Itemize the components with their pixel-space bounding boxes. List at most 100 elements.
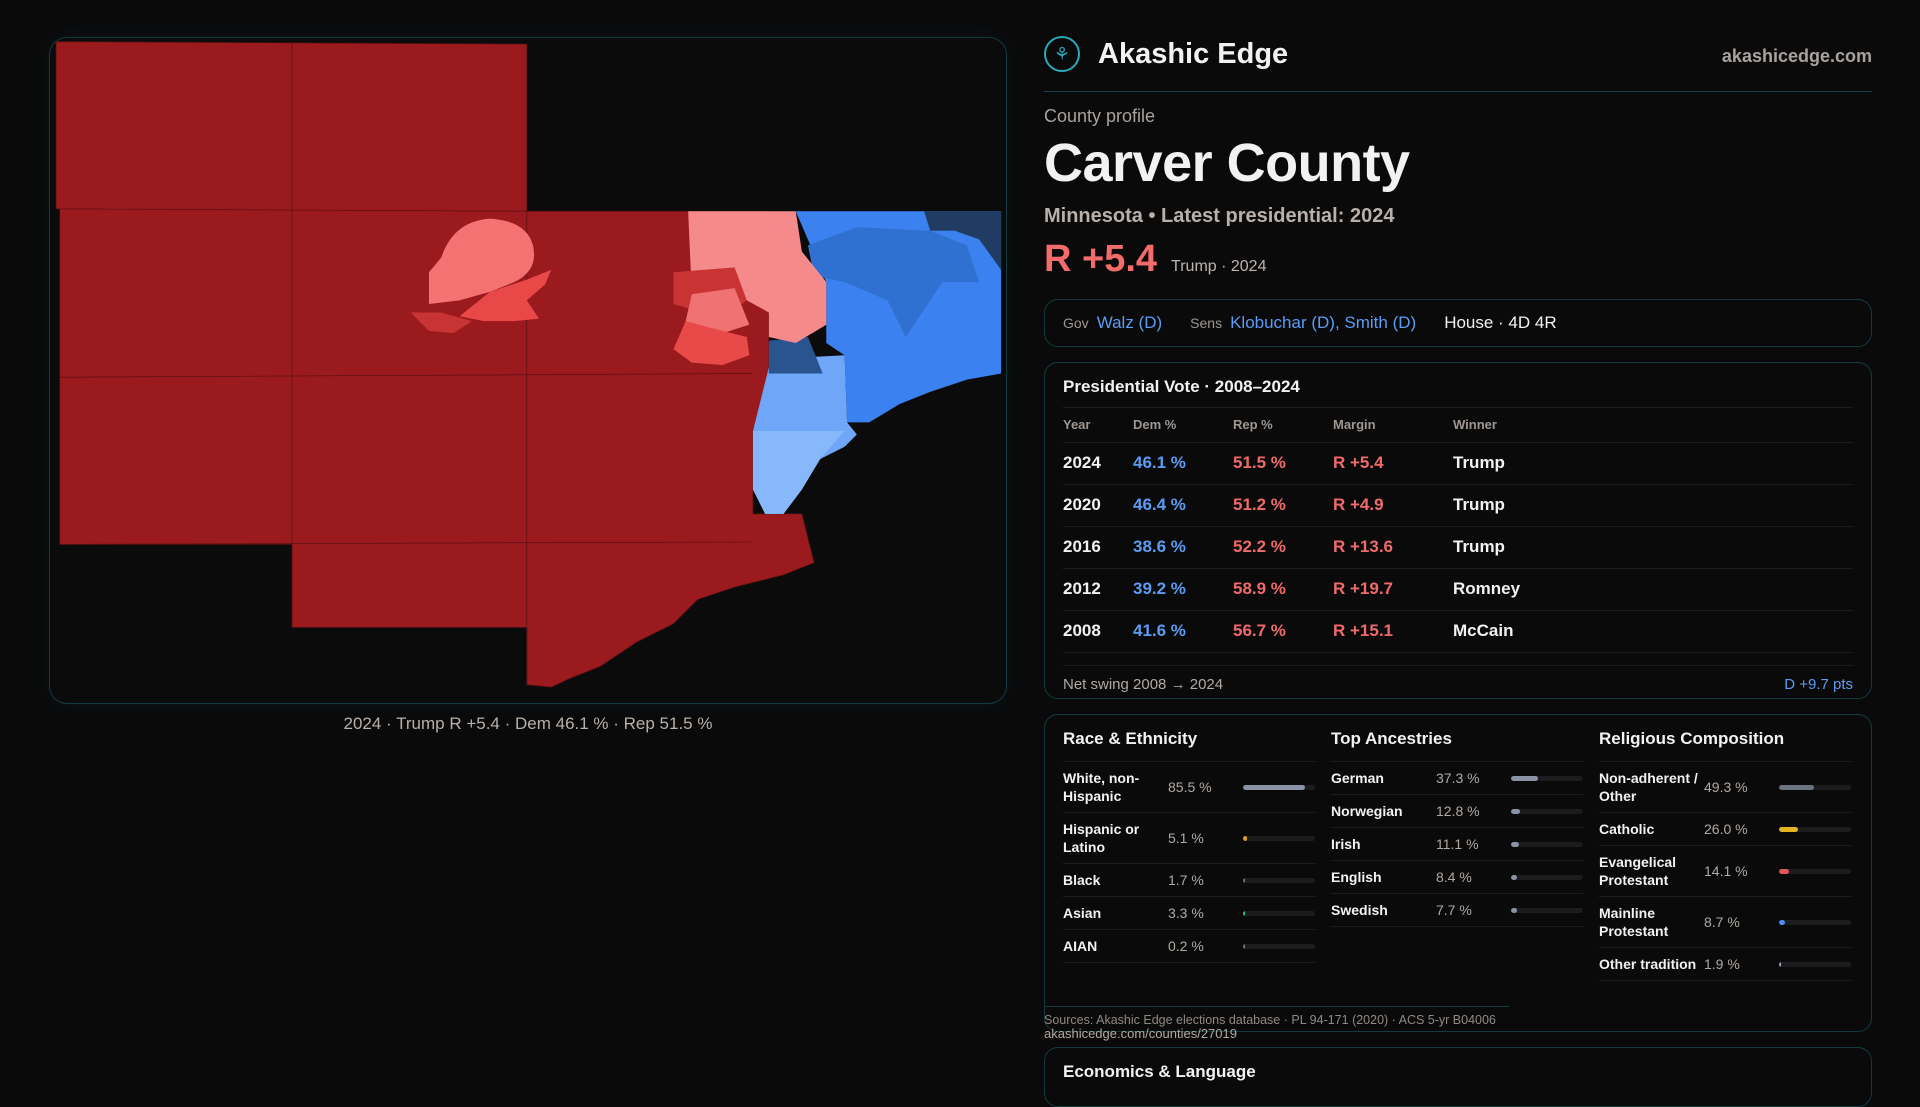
table-row: 2020 46.4 % 51.2 % R +4.9 Trump (1063, 484, 1853, 527)
precinct-navy-2[interactable] (768, 336, 823, 374)
table-cell: 58.9 % (1233, 568, 1333, 611)
item-value: 1.7 % (1168, 872, 1204, 888)
list-item: Non-adherent / Other 49.3 % (1599, 762, 1851, 813)
table-cell: 46.4 % (1133, 484, 1233, 527)
share-bar-fill (1511, 775, 1538, 781)
precinct-waconia-core[interactable] (459, 269, 552, 322)
table-cell: 2008 (1063, 610, 1133, 653)
margin-note: Trump · 2024 (1171, 258, 1267, 275)
presidential-vote-card: Presidential Vote · 2008–2024 Year Dem % R… (1044, 362, 1872, 699)
list-item: Other tradition 1.9 % (1599, 948, 1851, 981)
senators: Klobuchar (D), Smith (D) (1230, 313, 1417, 332)
card-title: Presidential Vote · 2008–2024 (1063, 377, 1853, 408)
table-cell: 41.6 % (1133, 610, 1233, 653)
table-row: 2016 38.6 % 52.2 % R +13.6 Trump (1063, 526, 1853, 569)
share-bar (1779, 826, 1851, 832)
precinct-light-d-2[interactable] (752, 430, 845, 514)
swing-value: D +9.7 pts (1784, 675, 1853, 693)
item-value: 49.3 % (1704, 779, 1748, 795)
table-cell: R +15.1 (1333, 610, 1453, 653)
precinct-strong-r[interactable] (55, 41, 815, 688)
share-bar-fill (1243, 877, 1245, 883)
precinct-waconia[interactable] (428, 218, 535, 304)
list-item: Norwegian 12.8 % (1331, 795, 1583, 828)
item-name: Mainline Protestant (1599, 905, 1669, 939)
precinct-mid-d[interactable] (807, 227, 980, 337)
section-title: Religious Composition (1599, 729, 1851, 762)
site-link[interactable]: akashicedge.com (1721, 46, 1872, 66)
share-bar (1779, 961, 1851, 967)
ancestry-section: Top Ancestries German 37.3 % Norwegian 12.8 … (1331, 729, 1583, 927)
share-bar (1511, 907, 1583, 913)
section-title: Race & Ethnicity (1063, 729, 1315, 762)
share-bar-fill (1511, 907, 1517, 913)
list-item: Black 1.7 % (1063, 864, 1315, 897)
brand[interactable]: ⚘ Akashic Edge (1044, 36, 1288, 72)
precinct-navy[interactable] (924, 211, 1002, 270)
share-bar (1779, 868, 1851, 874)
precinct-waconia-west[interactable] (410, 312, 472, 334)
list-item: AIAN 0.2 % (1063, 930, 1315, 963)
column-header: Rep % (1233, 408, 1333, 443)
item-name: Black (1063, 872, 1101, 888)
item-name: Evangelical Protestant (1599, 854, 1677, 888)
list-item: English 8.4 % (1331, 861, 1583, 894)
share-bar-fill (1779, 868, 1790, 874)
share-bar-fill (1779, 784, 1815, 790)
page-title: Carver County (1044, 133, 1410, 193)
presidential-table: Year Dem % Rep % Margin Winner 2024 46.1 % 51.… (1063, 408, 1853, 653)
brand-name: Akashic Edge (1098, 37, 1289, 70)
share-bar (1779, 919, 1851, 925)
table-cell: 56.7 % (1233, 610, 1333, 653)
item-name: AIAN (1063, 938, 1098, 954)
county-url[interactable]: akashicedge.com/counties/27019 (1044, 1026, 1237, 1041)
race-section: Race & Ethnicity White, non-Hispanic 85.5 … (1063, 729, 1315, 963)
item-value: 11.1 % (1436, 836, 1479, 852)
item-name: Swedish (1331, 902, 1388, 918)
item-name: White, non-Hispanic (1063, 770, 1140, 804)
table-row: 2012 39.2 % 58.9 % R +19.7 Romney (1063, 568, 1853, 611)
share-bar-fill (1511, 874, 1518, 880)
table-cell: 51.5 % (1233, 442, 1333, 485)
item-value: 5.1 % (1168, 830, 1204, 846)
item-name: Irish (1331, 836, 1361, 852)
table-cell: 46.1 % (1133, 442, 1233, 485)
item-name: Norwegian (1331, 803, 1403, 819)
share-bar (1511, 841, 1583, 847)
item-value: 12.8 % (1436, 803, 1480, 819)
precinct-map[interactable] (49, 37, 1007, 704)
table-cell: R +4.9 (1333, 484, 1453, 527)
map-caption: 2024 · Trump R +5.4 · Dem 46.1 % · Rep 5… (343, 714, 713, 733)
share-bar (1243, 877, 1315, 883)
column-header: Margin (1333, 408, 1453, 443)
economics-card: Economics & Language (1044, 1047, 1872, 1107)
item-name: Other tradition (1599, 956, 1697, 972)
table-cell: McCain (1453, 610, 1853, 653)
governor: Walz (D) (1096, 313, 1163, 332)
item-name: Catholic (1599, 821, 1655, 837)
precinct-light-r[interactable] (688, 211, 827, 344)
table-cell: 52.2 % (1233, 526, 1333, 569)
net-swing: Net swing 2008 → 2024 D +9.7 pts (1063, 664, 1853, 693)
item-value: 1.9 % (1704, 956, 1740, 972)
swing-label: Net swing 2008 → 2024 (1063, 675, 1224, 693)
map-svg[interactable] (50, 38, 1006, 703)
demographics-card: Race & Ethnicity White, non-Hispanic 85.5 … (1044, 714, 1872, 1032)
table-cell: R +19.7 (1333, 568, 1453, 611)
list-item: Mainline Protestant 8.7 % (1599, 897, 1851, 948)
headline-margin: R +5.4 Trump · 2024 (1044, 238, 1266, 281)
precinct-mid-r-2[interactable] (673, 321, 750, 366)
economics-title: Economics & Language (1063, 1062, 1256, 1081)
column-header: Winner (1453, 408, 1853, 443)
table-cell: 2020 (1063, 484, 1133, 527)
table-cell: 39.2 % (1133, 568, 1233, 611)
item-value: 3.3 % (1168, 905, 1204, 921)
precinct-mid-r[interactable] (685, 288, 750, 334)
item-name: Asian (1063, 905, 1102, 921)
gov-label: Gov (1063, 315, 1089, 331)
share-bar-fill (1243, 943, 1245, 949)
item-value: 7.7 % (1436, 902, 1472, 918)
item-value: 85.5 % (1168, 779, 1212, 795)
share-bar (1243, 943, 1315, 949)
table-cell: R +5.4 (1333, 442, 1453, 485)
